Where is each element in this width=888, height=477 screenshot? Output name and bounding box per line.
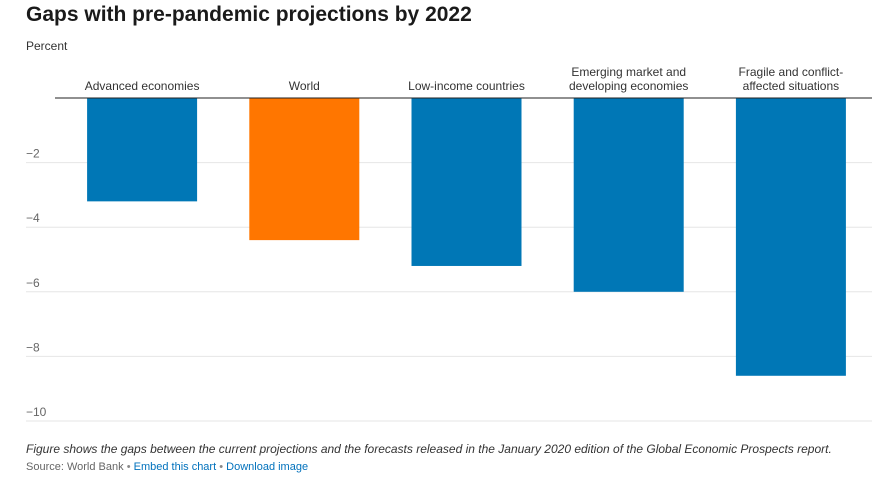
y-tick-label: −2 [26, 147, 40, 161]
bar[interactable] [573, 98, 684, 292]
footer-separator: • [219, 461, 224, 473]
category-label: developing economies [569, 79, 688, 93]
y-tick-label: −8 [26, 340, 40, 354]
bar[interactable] [411, 98, 522, 266]
y-axis-unit-label: Percent [26, 39, 68, 53]
category-label: Fragile and conflict- [739, 65, 844, 79]
y-tick-label: −6 [26, 276, 40, 290]
category-label: World [289, 79, 320, 93]
bar[interactable] [87, 98, 198, 202]
y-tick-label: −10 [26, 405, 47, 419]
bar[interactable] [735, 98, 846, 376]
footer-separator: • [126, 461, 131, 473]
embed-chart-link[interactable]: Embed this chart [133, 461, 217, 473]
category-label: affected situations [743, 79, 840, 93]
chart-footer: Source: World Bank • Embed this chart • … [26, 461, 308, 473]
chart-note: Figure shows the gaps between the curren… [26, 442, 832, 456]
bar[interactable] [249, 98, 360, 241]
bar-chart: −2 −4 −6 −8 −10 Advanced economies World Low-in… [26, 65, 872, 422]
download-image-link[interactable]: Download image [226, 461, 309, 473]
y-tick-label: −4 [26, 211, 40, 225]
category-label: Low-income countries [408, 79, 525, 93]
category-label: Emerging market and [571, 65, 686, 79]
category-label: Advanced economies [85, 79, 200, 93]
chart-title: Gaps with pre-pandemic projections by 20… [26, 3, 472, 26]
source-text: Source: World Bank [26, 461, 124, 473]
